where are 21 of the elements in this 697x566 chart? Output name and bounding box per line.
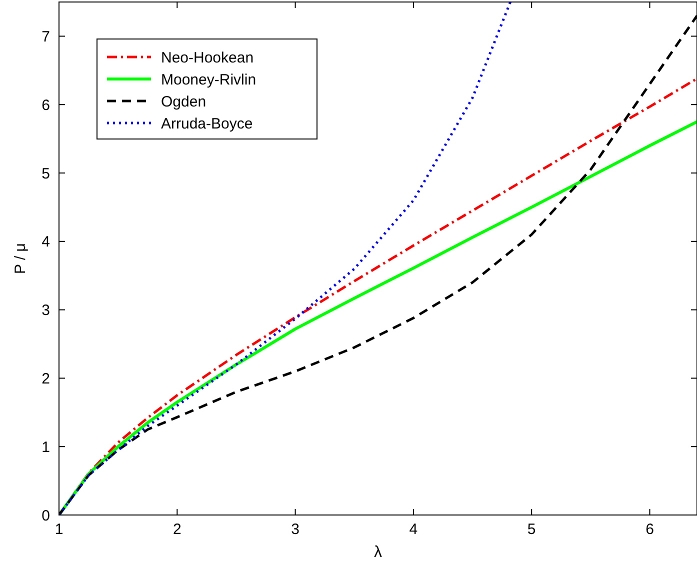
y-tick-label: 2 <box>42 370 50 388</box>
legend-label: Arruda-Boyce <box>161 115 253 132</box>
x-axis-title: λ <box>374 544 382 561</box>
y-axis-title: P / μ <box>12 243 29 274</box>
x-tick-label: 2 <box>172 521 182 538</box>
legend-label: Ogden <box>161 93 206 110</box>
x-tick-label: 5 <box>527 521 536 538</box>
x-tick-label: 1 <box>54 521 64 538</box>
legend-label: Mooney-Rivlin <box>161 71 256 88</box>
y-tick-label: 4 <box>42 234 50 251</box>
x-tick-label: 3 <box>291 521 300 538</box>
y-tick-label: 3 <box>42 302 50 320</box>
y-tick-label: 7 <box>42 28 50 46</box>
legend-label: Neo-Hookean <box>161 49 254 66</box>
line-series <box>59 2 512 515</box>
y-tick-label: 6 <box>42 96 50 114</box>
y-tick-label: 1 <box>42 438 50 456</box>
x-tick-label: 6 <box>646 521 654 538</box>
x-tick-label: 4 <box>409 521 418 538</box>
y-tick-label: 0 <box>42 507 50 524</box>
y-tick-label: 5 <box>42 165 50 182</box>
